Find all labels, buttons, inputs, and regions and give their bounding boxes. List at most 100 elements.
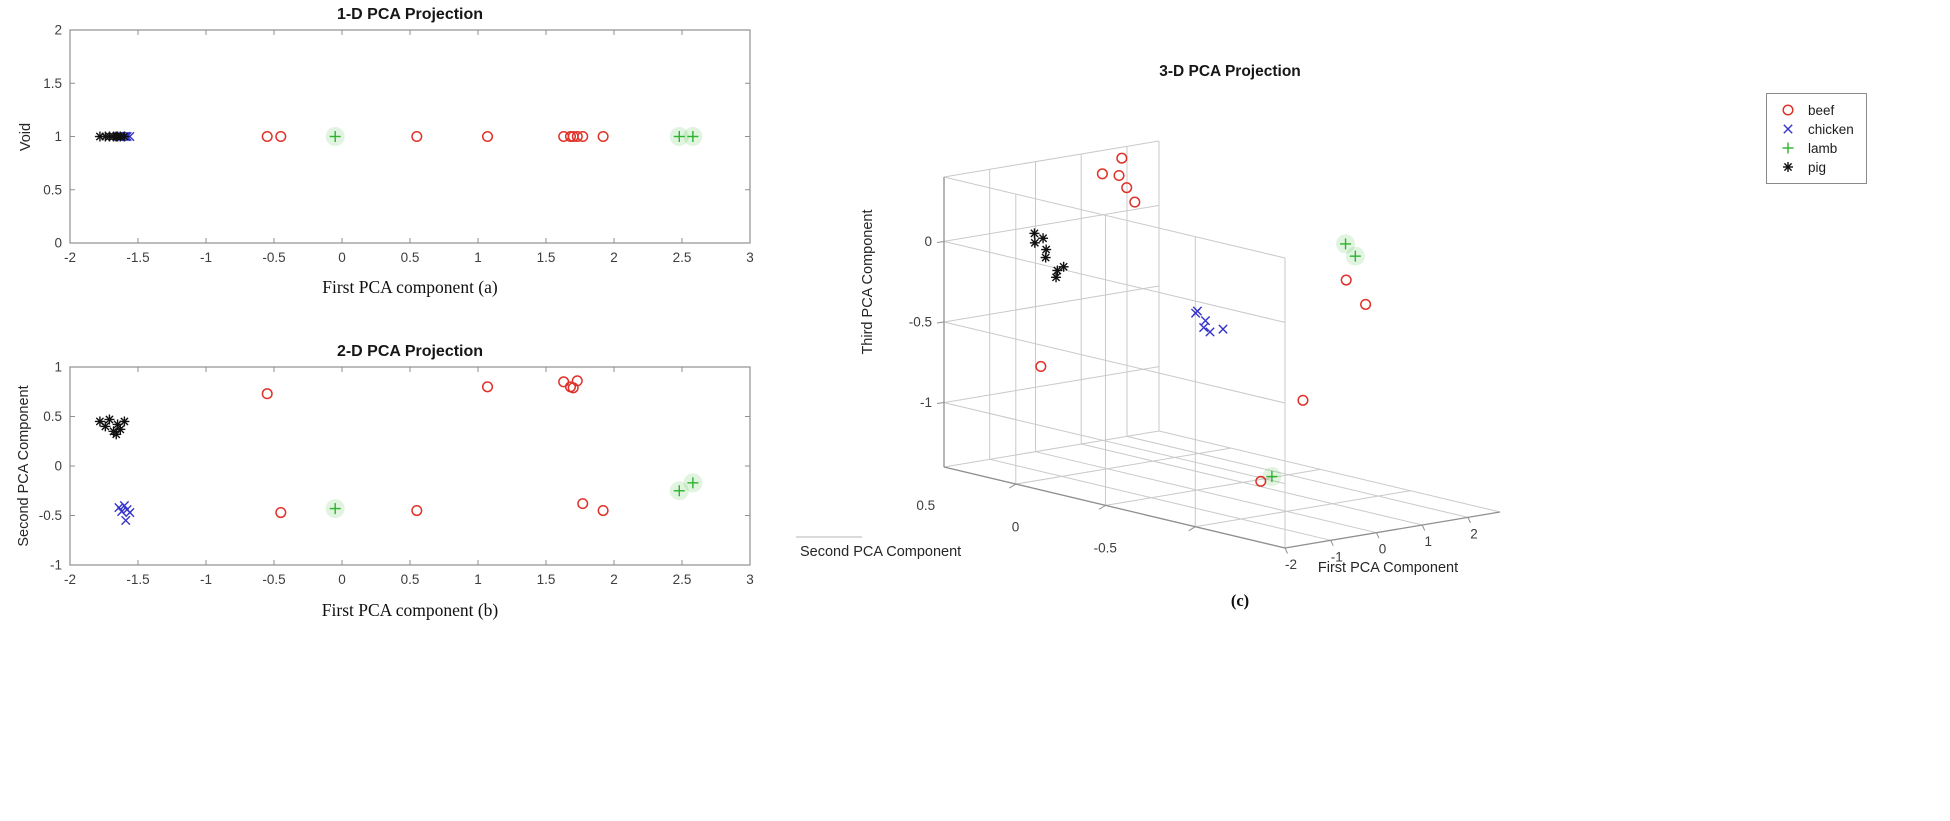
pca-3d-plot-svg: -2 -1 0 1 2 0.5 0 -0.5 0 -0.5 -1 3-D PCA Projection… bbox=[796, 63, 1501, 610]
x-tick-label: 2.5 bbox=[673, 250, 692, 265]
marker-beef bbox=[1340, 274, 1352, 286]
marker-pig bbox=[1029, 228, 1040, 239]
marker-stroke bbox=[120, 132, 129, 141]
marker-stroke bbox=[571, 130, 583, 143]
marker-beef bbox=[275, 506, 287, 519]
marker-stroke bbox=[1053, 266, 1062, 275]
y-tick-mark bbox=[1009, 483, 1017, 489]
marker-pig bbox=[104, 414, 115, 425]
legend-item-lamb: lamb bbox=[1775, 140, 1854, 156]
y-tick-label: -1 bbox=[50, 558, 62, 573]
marker-pig bbox=[1041, 244, 1052, 255]
marker-lamb bbox=[687, 131, 699, 142]
marker-chicken bbox=[1200, 315, 1211, 326]
x-tick-label: 3 bbox=[746, 250, 754, 265]
marker-stroke bbox=[597, 130, 609, 143]
marker-pig bbox=[111, 131, 122, 142]
marker-stroke bbox=[121, 515, 131, 526]
marker-stroke bbox=[116, 506, 127, 517]
marker-stroke bbox=[1199, 322, 1209, 333]
x-tick-label: -2 bbox=[64, 250, 76, 265]
marker-beef bbox=[1096, 168, 1108, 180]
y-tick-label: 1 bbox=[54, 129, 62, 144]
marker-stroke bbox=[1051, 273, 1061, 282]
marker-beef bbox=[571, 375, 583, 387]
x-tick-label: 0 bbox=[338, 250, 346, 265]
marker-beef bbox=[275, 130, 287, 143]
marker-pig bbox=[119, 416, 130, 427]
x-tick-mark bbox=[1421, 524, 1426, 531]
x-tick-label: 3 bbox=[746, 572, 754, 587]
x-tick-label: 1 bbox=[1424, 534, 1432, 549]
x-tick-label: -1 bbox=[200, 250, 212, 265]
plot-box bbox=[69, 366, 751, 566]
marker-lamb bbox=[1782, 142, 1794, 154]
grid-line-floor bbox=[1081, 443, 1423, 526]
subfigure-caption: (c) bbox=[1231, 591, 1249, 610]
marker-stroke bbox=[571, 375, 583, 387]
legend-item-beef: beef bbox=[1775, 102, 1854, 118]
marker-chicken bbox=[119, 500, 130, 511]
y-tick-label: 0 bbox=[1012, 519, 1020, 534]
marker-beef bbox=[1116, 152, 1128, 164]
x-axis-label: First PCA Component bbox=[1318, 560, 1458, 576]
x-axis-label: First PCA component (a) bbox=[322, 277, 498, 297]
plot-box bbox=[69, 29, 751, 244]
marker-beef bbox=[1113, 169, 1125, 182]
marker-lamb bbox=[687, 477, 699, 489]
marker-stroke bbox=[1121, 182, 1133, 194]
legend: beef chicken lamb pig bbox=[1766, 93, 1867, 184]
marker-stroke bbox=[597, 505, 609, 517]
x-tick-label: 0 bbox=[1379, 542, 1387, 557]
marker-beef bbox=[577, 498, 589, 510]
marker-lamb bbox=[329, 131, 341, 142]
marker-stroke bbox=[1190, 308, 1201, 318]
chart-3d-pca-projection: -2 -1 0 1 2 0.5 0 -0.5 0 -0.5 -1 3-D PCA Projection… bbox=[760, 30, 1580, 647]
marker-chicken bbox=[1205, 327, 1215, 337]
grid-line-left-wall bbox=[943, 402, 1286, 485]
grid-line-left-wall bbox=[943, 240, 1286, 323]
z-tick-label: 0 bbox=[924, 234, 932, 249]
marker-lamb bbox=[673, 485, 685, 497]
x-axis-label: First PCA component (b) bbox=[322, 600, 499, 620]
x-tick-mark bbox=[1376, 532, 1380, 539]
marker-beef bbox=[261, 388, 273, 400]
marker-pig bbox=[1029, 237, 1040, 248]
marker-stroke bbox=[114, 502, 124, 513]
y-tick-label: 0 bbox=[54, 236, 62, 251]
marker-stroke bbox=[1041, 253, 1050, 262]
x-tick-label: 1 bbox=[474, 250, 482, 265]
box-edge bbox=[943, 176, 1286, 259]
marker-stroke bbox=[105, 415, 114, 424]
marker-stroke bbox=[125, 507, 135, 518]
grid-line-back-wall bbox=[943, 285, 1160, 323]
box-edge bbox=[1158, 430, 1501, 513]
marker-lamb bbox=[1340, 238, 1352, 250]
marker-pig bbox=[100, 421, 111, 432]
marker-pig bbox=[1051, 272, 1062, 283]
x-tick-label: -0.5 bbox=[262, 250, 285, 265]
chart-title: 2-D PCA Projection bbox=[337, 343, 483, 360]
legend-label: pig bbox=[1808, 159, 1827, 175]
marker-beef bbox=[1035, 360, 1047, 373]
marker-stroke bbox=[558, 376, 570, 388]
chart-1d-pca-projection: -2 -1.5 -1 -0.5 0 0.5 1 1.5 2 2.5 3 0 0.5 1 1.5 2 1-D PC… bbox=[12, 0, 760, 323]
marker-stroke bbox=[1783, 124, 1793, 134]
marker-chicken bbox=[121, 515, 131, 526]
chicken-marker-icon bbox=[1783, 124, 1793, 134]
marker-stroke bbox=[1129, 196, 1141, 208]
pig-marker-icon bbox=[1783, 162, 1793, 172]
legend-item-pig: pig bbox=[1775, 159, 1854, 175]
y-axis-label: Second PCA Component bbox=[800, 544, 961, 560]
marker-chicken bbox=[1783, 124, 1793, 134]
marker-beef bbox=[1255, 475, 1267, 487]
marker-pig bbox=[111, 429, 122, 440]
y-tick-label: 1.5 bbox=[43, 76, 62, 91]
marker-beef bbox=[481, 381, 494, 393]
z-tick-mark bbox=[936, 402, 945, 405]
marker-beef bbox=[597, 505, 609, 517]
y-axis-label: Second PCA Component bbox=[16, 385, 32, 546]
marker-pig bbox=[1058, 261, 1069, 272]
marker-beef bbox=[558, 376, 570, 388]
z-axis-label: Third PCA Component bbox=[860, 209, 876, 354]
